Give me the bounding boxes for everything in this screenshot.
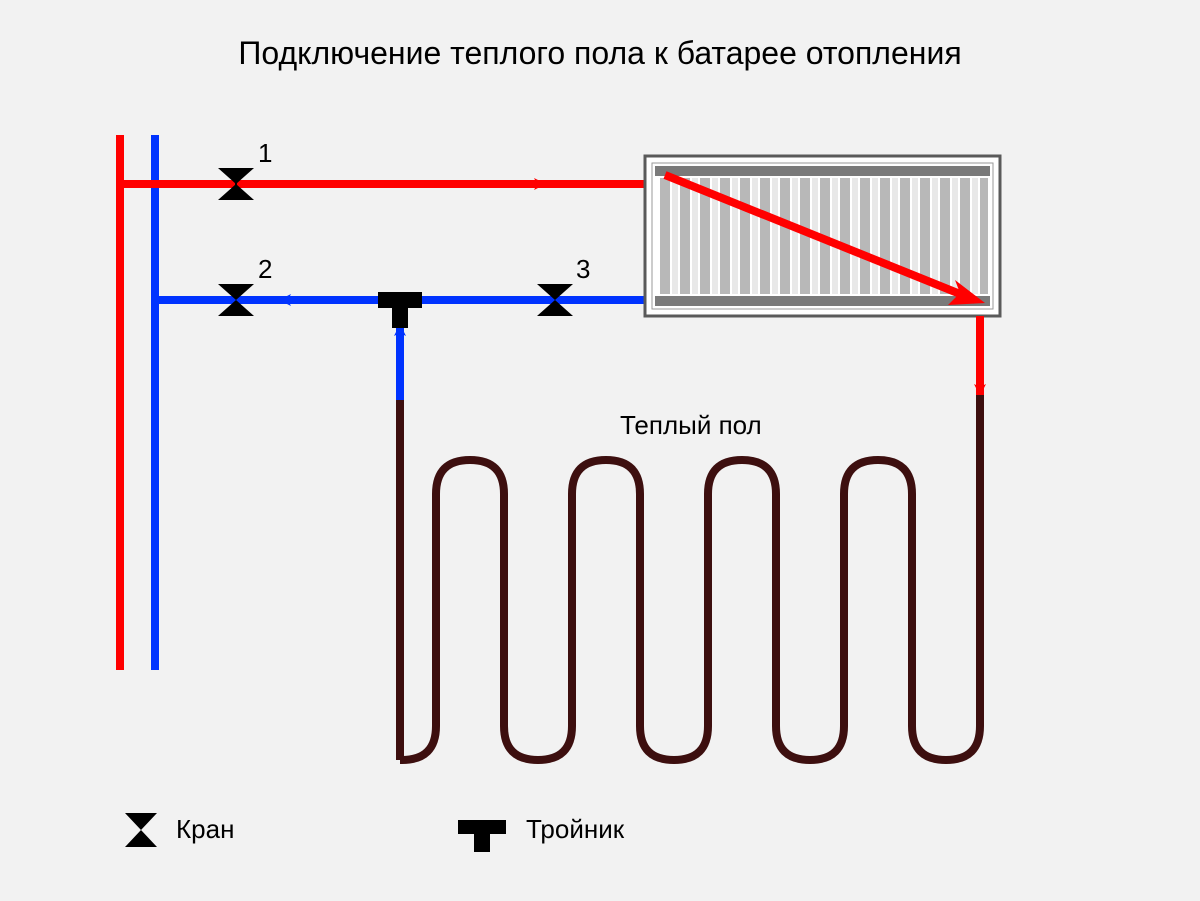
valve-1-label: 1 [258,138,272,169]
legend-valve-icon [125,813,157,847]
heating-diagram [0,0,1200,901]
floor-label: Теплый пол [620,410,762,441]
legend-tee-label: Тройник [526,814,624,845]
legend-tee-icon [458,820,506,852]
radiator [645,156,1000,316]
valve-2-label: 2 [258,254,272,285]
legend-valve-label: Кран [176,814,234,845]
tee-joint [378,292,422,328]
floor-serpentine-main [400,395,980,760]
valve-3-label: 3 [576,254,590,285]
